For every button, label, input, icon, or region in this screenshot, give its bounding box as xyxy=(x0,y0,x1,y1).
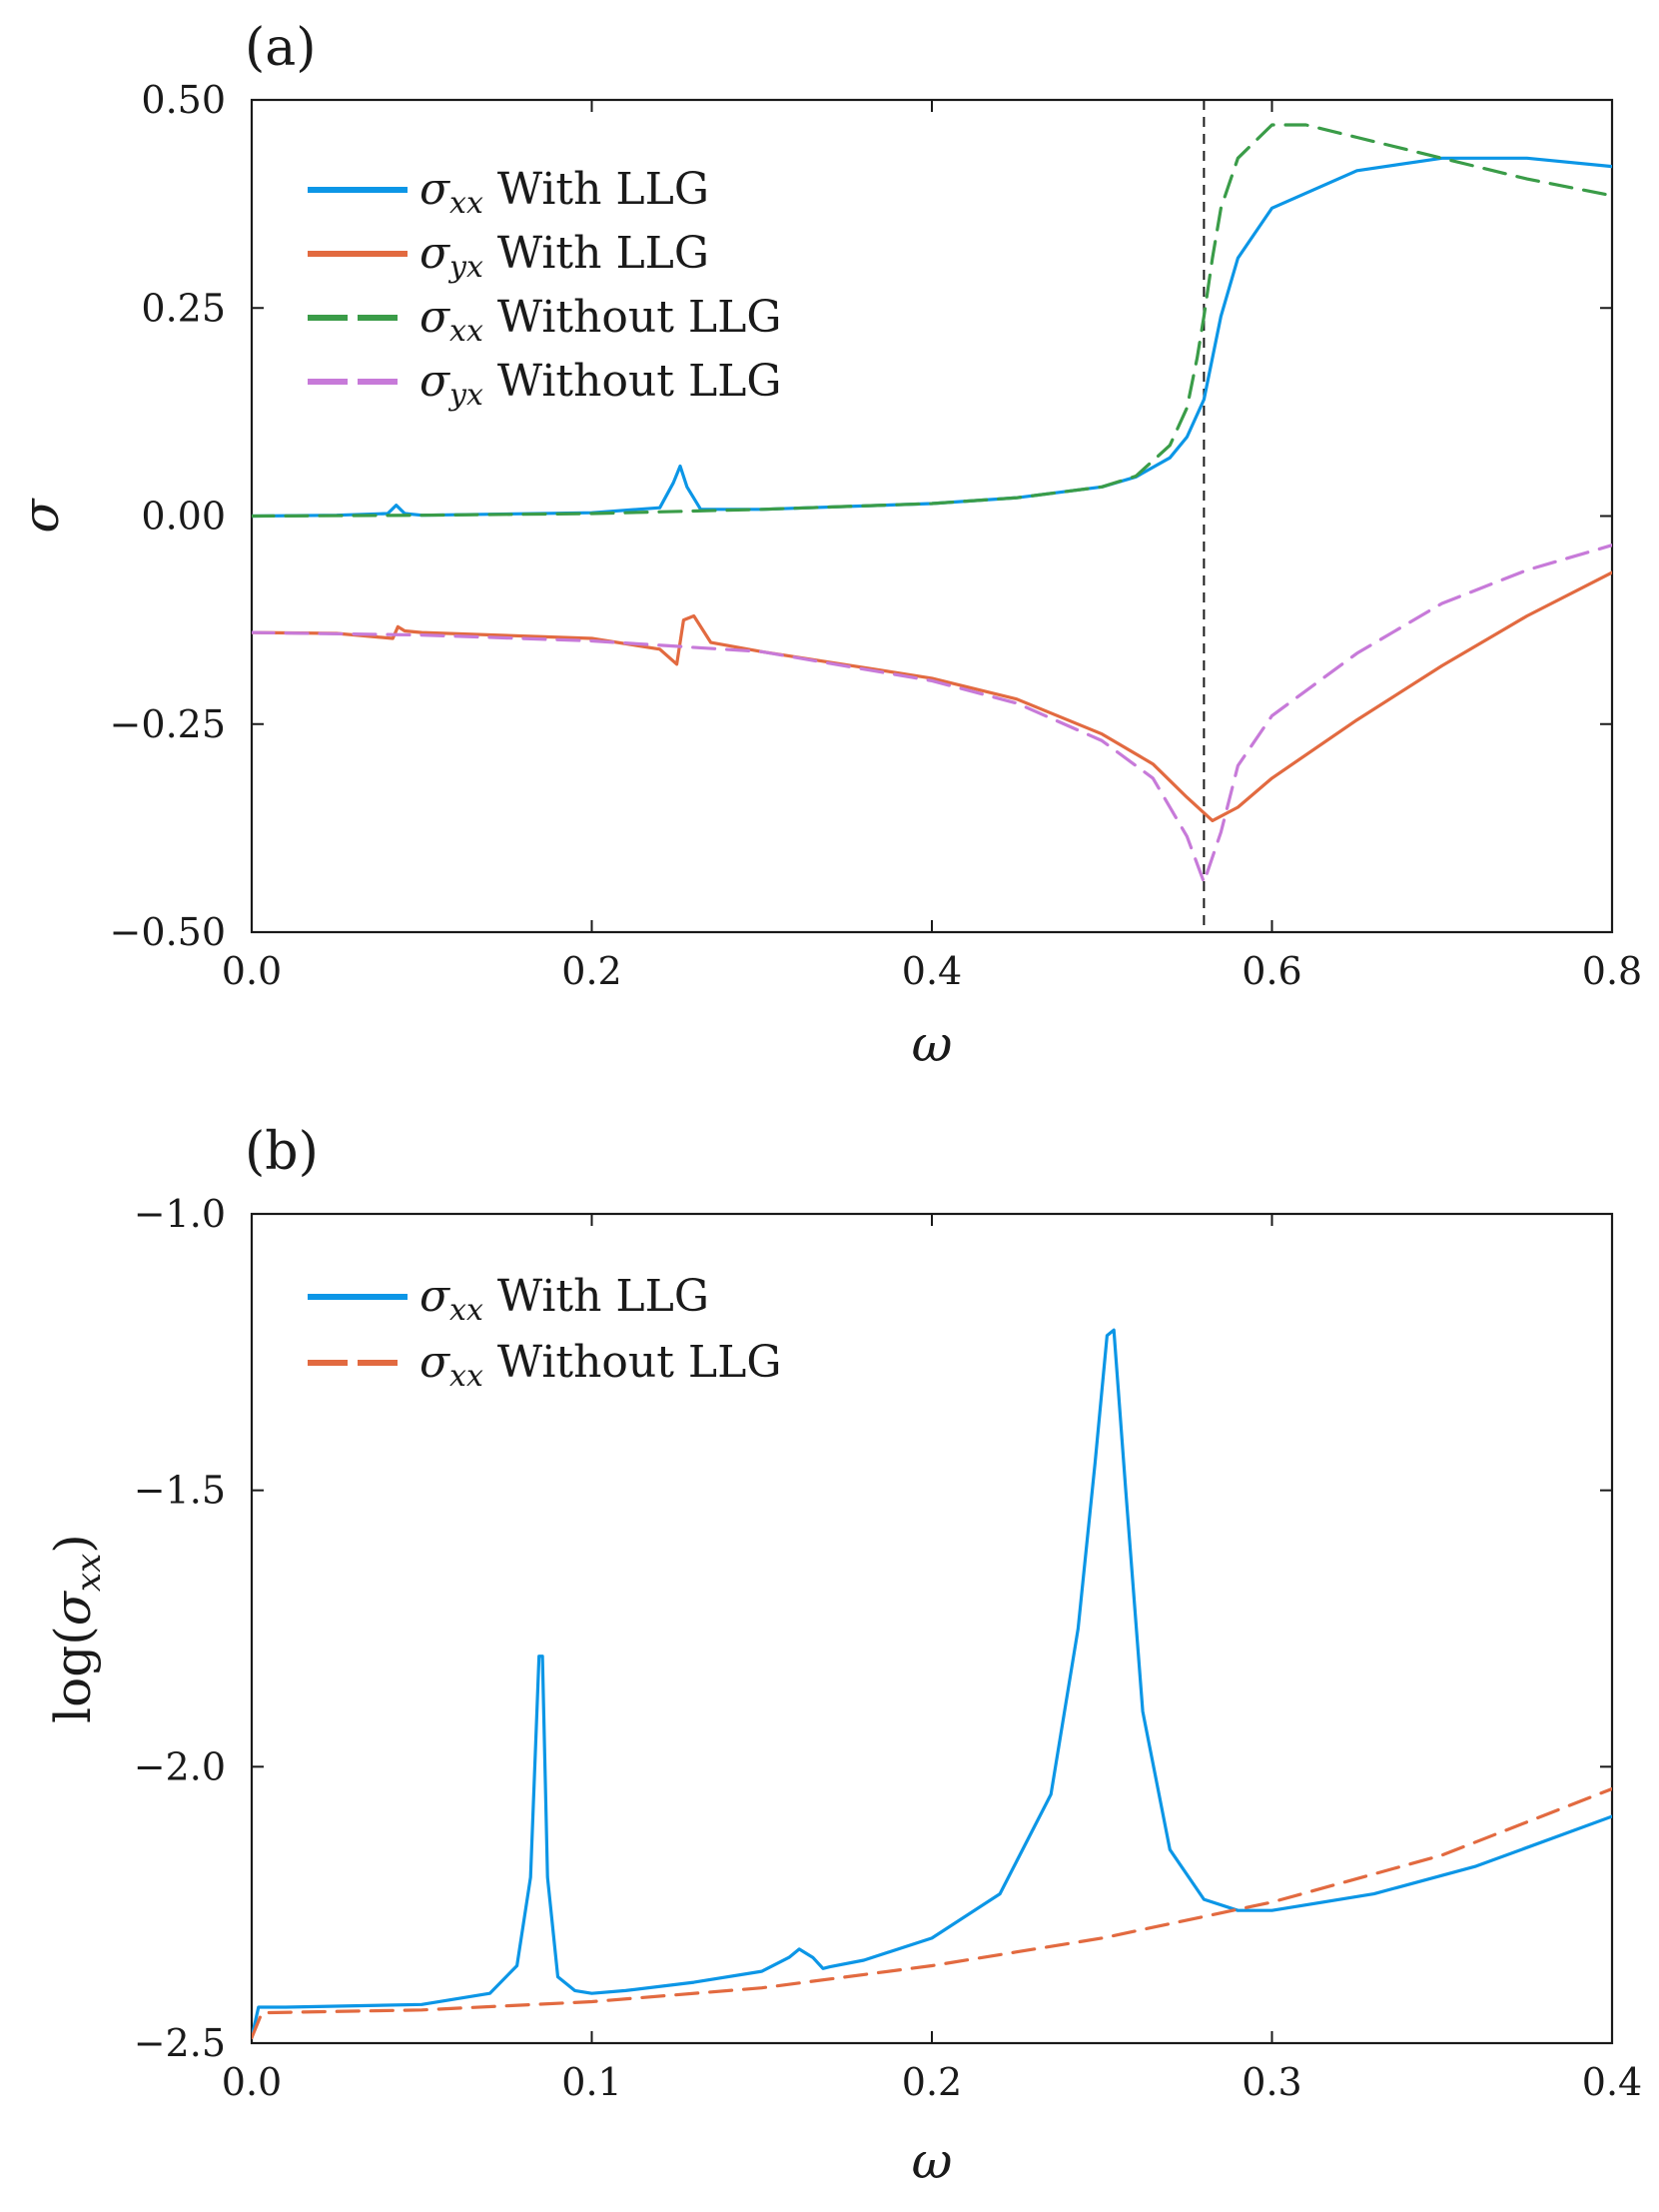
legend-label: σyx With LLG xyxy=(419,228,709,285)
y-tick-label: −0.50 xyxy=(110,910,226,954)
y-axis-label: log(σxx) xyxy=(44,1534,109,1723)
x-tick-label: 0.0 xyxy=(222,949,282,993)
y-tick-label: 0.50 xyxy=(141,78,226,122)
x-axis-label: ω xyxy=(912,2132,953,2190)
x-tick-label: 0.0 xyxy=(222,2060,282,2104)
panel-label: (b) xyxy=(245,1122,319,1182)
legend-label: σxx Without LLG xyxy=(419,1337,782,1394)
y-tick-label: 0.00 xyxy=(141,495,226,539)
y-tick-label: 0.25 xyxy=(141,286,226,330)
legend-label: σxx With LLG xyxy=(419,1271,709,1328)
y-tick-label: −1.5 xyxy=(134,1469,226,1513)
y-tick-label: −1.0 xyxy=(134,1192,226,1236)
legend-label: σxx With LLG xyxy=(419,164,709,221)
panel-b: (b) 0.0 0.1 0.2 0.3 0.4 −1.0 −1.5 −2.0 −2.5 ω log(σ… xyxy=(44,1122,1642,2190)
legend-label: σxx Without LLG xyxy=(419,292,782,349)
x-tick-label: 0.6 xyxy=(1242,949,1301,993)
series-line-4 xyxy=(252,544,1612,884)
x-tick-label: 0.4 xyxy=(1582,2060,1642,2104)
panel-label: (a) xyxy=(245,18,317,78)
legend-label: σyx Without LLG xyxy=(419,356,782,413)
x-tick-label: 0.8 xyxy=(1582,949,1642,993)
y-tick-label: −0.25 xyxy=(110,702,226,746)
panel-a: (a) 0.0 0.2 0.4 0.6 0.8 0.50 0.25 0.00 −0.25 −0.50… xyxy=(12,18,1642,1073)
series-line-3 xyxy=(252,123,1612,519)
x-tick-label: 0.2 xyxy=(561,949,621,993)
series-line-2 xyxy=(252,570,1612,823)
x-tick-label: 0.3 xyxy=(1242,2060,1301,2104)
plot-frame xyxy=(250,1212,1614,2045)
x-axis-label: ω xyxy=(912,1015,953,1073)
series-line-2 xyxy=(252,1786,1612,2040)
y-tick-label: −2.0 xyxy=(134,1744,226,1788)
y-axis-label: σ xyxy=(12,498,70,534)
series-line-1 xyxy=(252,1328,1612,2040)
x-tick-label: 0.4 xyxy=(902,949,962,993)
x-tick-label: 0.1 xyxy=(561,2060,621,2104)
x-tick-label: 0.2 xyxy=(902,2060,962,2104)
y-tick-label: −2.5 xyxy=(134,2021,226,2065)
